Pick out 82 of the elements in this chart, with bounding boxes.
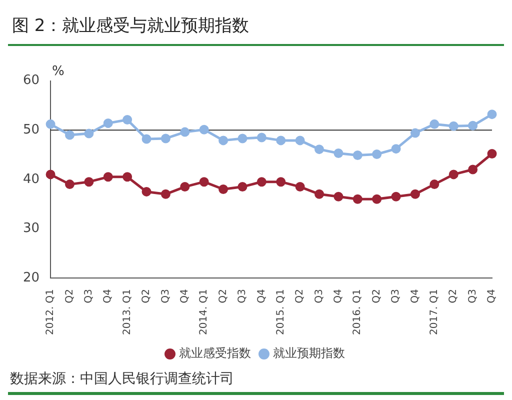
point (238, 134, 248, 144)
point (410, 189, 420, 199)
x-tick-label: 2015. Q1 (275, 288, 286, 336)
x-tick-label: Q3 (314, 288, 325, 304)
y-tick-label: 50 (22, 122, 40, 138)
x-tick-label: 2014. Q1 (198, 288, 210, 336)
x-tick-label: Q2 (371, 288, 382, 304)
y-tick-label: 30 (22, 221, 40, 236)
x-tick-label: Q4 (410, 288, 421, 304)
point (448, 121, 458, 131)
point (103, 118, 113, 128)
x-tick-label: Q4 (486, 288, 498, 304)
point (84, 128, 94, 138)
point (487, 149, 497, 158)
chart-title: 图 2：就业感受与就业预期指数 (12, 15, 250, 37)
point (276, 136, 286, 146)
x-tick-label: Q2 (294, 288, 306, 304)
point (64, 130, 74, 140)
point (276, 177, 286, 187)
y-axis-title: % (52, 64, 64, 79)
y-tick-label: 60 (22, 73, 40, 88)
x-tick-label: Q3 (467, 288, 478, 304)
point (256, 177, 266, 187)
point (372, 149, 382, 159)
point (352, 194, 362, 204)
point (84, 177, 94, 187)
point (372, 194, 382, 204)
point (180, 182, 190, 192)
y-tick-label: 20 (22, 270, 40, 286)
point (410, 128, 420, 138)
point (142, 186, 152, 196)
point (122, 114, 132, 124)
point (468, 164, 478, 174)
point (160, 189, 170, 199)
point (180, 127, 190, 137)
x-tick-label: 2012. Q1 (45, 288, 56, 336)
x-tick-label: Q3 (237, 288, 248, 304)
x-tick-label: Q2 (448, 288, 460, 304)
point (391, 192, 401, 202)
point (391, 144, 401, 154)
point (122, 172, 132, 182)
x-tick-label: 2016. Q1 (352, 288, 364, 336)
point (448, 170, 458, 180)
legend-label: 就业感受指数 (179, 346, 251, 360)
point (238, 182, 248, 192)
point (430, 119, 440, 129)
x-tick-label: Q2 (64, 288, 76, 304)
point (295, 182, 305, 192)
point (468, 120, 478, 130)
point (160, 134, 170, 144)
point (142, 134, 152, 144)
legend-label: 就业预期指数 (273, 346, 345, 360)
point (487, 110, 497, 120)
x-tick-label: Q3 (160, 288, 172, 304)
x-tick-label: Q3 (390, 288, 402, 304)
x-tick-label: Q2 (218, 288, 229, 304)
point (64, 180, 74, 190)
point (334, 192, 344, 202)
point (46, 170, 56, 180)
x-tick-label: 2017. Q1 (429, 288, 440, 336)
x-tick-label: Q2 (141, 288, 152, 304)
source-note: 数据来源：中国人民银行调查统计司 (10, 370, 234, 388)
point (314, 144, 324, 154)
x-tick-label: Q4 (256, 288, 268, 304)
y-tick-label: 40 (22, 172, 40, 187)
x-tick-label: Q3 (84, 288, 95, 304)
point (295, 136, 305, 146)
x-tick-label: Q4 (333, 288, 344, 304)
point (352, 150, 362, 160)
point (199, 177, 209, 187)
point (314, 189, 324, 199)
point (103, 172, 113, 182)
point (218, 184, 228, 194)
point (334, 148, 344, 158)
x-tick-label: 2013. Q1 (122, 288, 133, 336)
point (46, 119, 56, 129)
x-tick-label: Q4 (179, 288, 190, 304)
point (218, 136, 228, 146)
point (430, 180, 440, 190)
point (256, 132, 266, 142)
x-tick-label: Q4 (102, 288, 114, 304)
point (199, 124, 209, 134)
